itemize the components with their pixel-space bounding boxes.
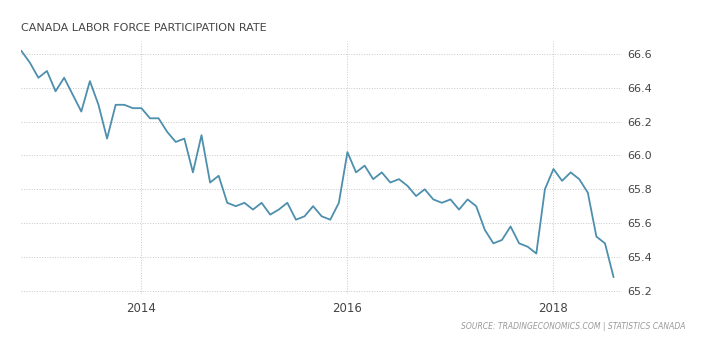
Text: SOURCE: TRADINGECONOMICS.COM | STATISTICS CANADA: SOURCE: TRADINGECONOMICS.COM | STATISTIC… [461,322,686,331]
Text: CANADA LABOR FORCE PARTICIPATION RATE: CANADA LABOR FORCE PARTICIPATION RATE [21,23,267,33]
